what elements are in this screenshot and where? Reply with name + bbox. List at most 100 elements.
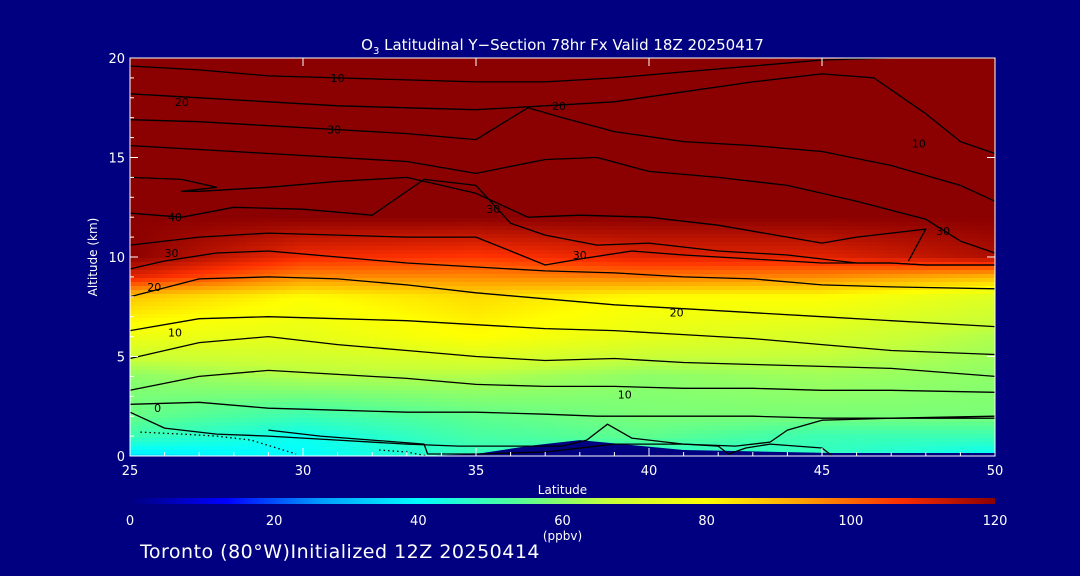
field-cell	[762, 90, 767, 95]
field-cell	[802, 90, 807, 95]
field-cell	[594, 94, 599, 99]
field-cell	[834, 146, 839, 151]
field-cell	[562, 114, 567, 119]
field-cell	[290, 78, 295, 83]
field-cell	[438, 114, 443, 119]
field-cell	[990, 142, 995, 147]
field-cell	[270, 58, 275, 63]
field-cell	[826, 98, 831, 103]
field-cell	[590, 66, 595, 71]
field-cell	[638, 62, 643, 67]
field-cell	[210, 82, 215, 87]
field-cell	[514, 102, 519, 107]
field-cell	[514, 118, 519, 123]
field-cell	[198, 66, 203, 71]
field-cell	[286, 102, 291, 107]
field-cell	[906, 70, 911, 75]
field-cell	[550, 110, 555, 115]
field-cell	[378, 70, 383, 75]
field-cell	[598, 70, 603, 75]
field-cell	[942, 98, 947, 103]
field-cell	[598, 74, 603, 79]
field-cell	[518, 114, 523, 119]
field-cell	[322, 142, 327, 147]
field-cell	[226, 142, 231, 147]
field-cell	[450, 58, 455, 63]
field-cell	[810, 86, 815, 91]
field-cell	[982, 122, 987, 127]
field-cell	[330, 114, 335, 119]
field-cell	[542, 118, 547, 123]
field-cell	[938, 74, 943, 79]
field-cell	[710, 122, 715, 127]
field-cell	[698, 66, 703, 71]
field-cell	[734, 146, 739, 151]
field-cell	[250, 58, 255, 63]
field-cell	[726, 90, 731, 95]
field-cell	[610, 134, 615, 139]
field-cell	[630, 138, 635, 143]
field-cell	[658, 118, 663, 123]
field-cell	[182, 102, 187, 107]
field-cell	[214, 86, 219, 91]
field-cell	[654, 58, 659, 63]
field-cell	[406, 62, 411, 67]
field-cell	[858, 78, 863, 83]
field-cell	[166, 98, 171, 103]
field-cell	[434, 94, 439, 99]
field-cell	[298, 90, 303, 95]
field-cell	[342, 78, 347, 83]
field-cell	[258, 90, 263, 95]
field-cell	[946, 70, 951, 75]
field-cell	[826, 122, 831, 127]
field-cell	[606, 130, 611, 135]
field-cell	[262, 74, 267, 79]
field-cell	[334, 106, 339, 111]
field-cell	[670, 62, 675, 67]
field-cell	[618, 138, 623, 143]
field-cell	[206, 82, 211, 87]
field-cell	[894, 78, 899, 83]
field-cell	[258, 66, 263, 71]
field-cell	[714, 58, 719, 63]
field-cell	[454, 58, 459, 63]
field-cell	[278, 98, 283, 103]
field-cell	[806, 118, 811, 123]
field-cell	[174, 74, 179, 79]
field-cell	[278, 102, 283, 107]
field-cell	[758, 114, 763, 119]
field-cell	[754, 66, 759, 71]
field-cell	[534, 146, 539, 151]
field-cell	[630, 58, 635, 63]
field-cell	[542, 66, 547, 71]
field-cell	[282, 66, 287, 71]
field-cell	[526, 110, 531, 115]
field-cell	[146, 82, 151, 87]
field-cell	[890, 130, 895, 135]
field-cell	[570, 70, 575, 75]
field-cell	[558, 146, 563, 151]
field-cell	[754, 78, 759, 83]
field-cell	[182, 122, 187, 127]
field-cell	[826, 62, 831, 67]
field-cell	[714, 122, 719, 127]
field-cell	[562, 106, 567, 111]
field-cell	[390, 82, 395, 87]
field-cell	[206, 86, 211, 91]
field-cell	[342, 130, 347, 135]
field-cell	[294, 126, 299, 131]
field-cell	[854, 126, 859, 131]
field-cell	[154, 90, 159, 95]
field-cell	[786, 82, 791, 87]
field-cell	[494, 142, 499, 147]
field-cell	[882, 130, 887, 135]
field-cell	[886, 74, 891, 79]
field-cell	[170, 90, 175, 95]
field-cell	[214, 138, 219, 143]
field-cell	[586, 78, 591, 83]
field-cell	[594, 98, 599, 103]
field-cell	[610, 142, 615, 147]
field-cell	[774, 82, 779, 87]
field-cell	[306, 134, 311, 139]
field-cell	[534, 130, 539, 135]
